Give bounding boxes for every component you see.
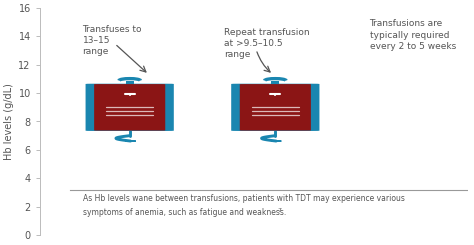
Text: Transfuses to
13–15
range: Transfuses to 13–15 range: [82, 25, 142, 56]
Text: symptoms of anemia, such as fatigue and weakness.: symptoms of anemia, such as fatigue and …: [82, 208, 286, 217]
Text: As Hb levels wane between transfusions, patients with TDT may experience various: As Hb levels wane between transfusions, …: [82, 194, 404, 203]
FancyBboxPatch shape: [272, 81, 279, 85]
FancyBboxPatch shape: [240, 84, 311, 131]
Text: 7: 7: [277, 208, 282, 213]
Text: Repeat transfusion
at >9.5–10.5
range: Repeat transfusion at >9.5–10.5 range: [224, 28, 310, 59]
FancyBboxPatch shape: [231, 84, 319, 131]
FancyBboxPatch shape: [94, 84, 165, 131]
FancyBboxPatch shape: [86, 84, 174, 131]
Y-axis label: Hb levels (g/dL): Hb levels (g/dL): [4, 83, 14, 160]
FancyBboxPatch shape: [126, 81, 134, 85]
Text: Transfusions are
typically required
every 2 to 5 weeks: Transfusions are typically required ever…: [370, 20, 456, 51]
